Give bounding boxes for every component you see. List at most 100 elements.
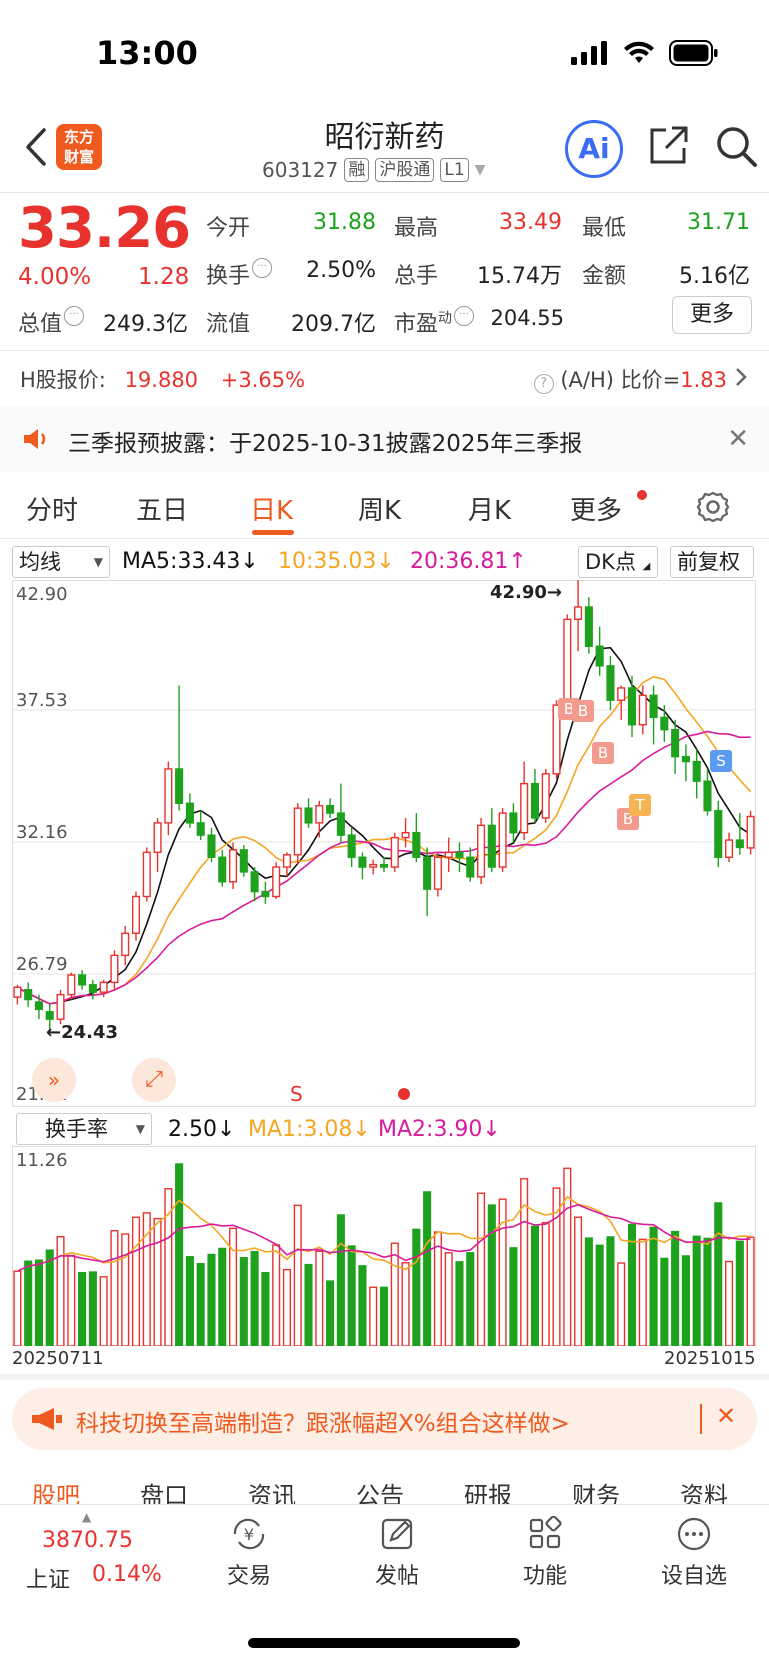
- nav-trade[interactable]: ¥ 交易: [214, 1516, 284, 1590]
- turnover-bar: [563, 1167, 572, 1346]
- close-icon[interactable]: ✕: [727, 424, 749, 454]
- ma5-legend: MA5:33.43↓: [122, 549, 259, 574]
- info-icon[interactable]: ···: [64, 306, 85, 326]
- candle-body: [509, 812, 518, 834]
- price-axis-2: 37.53: [16, 690, 68, 711]
- s-marker: S: [290, 1082, 303, 1106]
- help-icon[interactable]: ?: [533, 374, 554, 394]
- turnover-bar: [671, 1230, 680, 1346]
- index-name[interactable]: 上证: [26, 1568, 71, 1593]
- turnover-bar: [153, 1217, 162, 1346]
- section-gap: [0, 1374, 769, 1380]
- high-value: 33.49: [499, 210, 562, 235]
- kline-chart[interactable]: [12, 580, 756, 1107]
- candle-body: [207, 834, 216, 858]
- candle-body: [153, 822, 162, 854]
- mktcap-label[interactable]: 总值 ···: [18, 306, 85, 338]
- promo-banner[interactable]: [12, 1388, 757, 1450]
- hshare-price: 19.880: [124, 368, 199, 392]
- candle-body: [272, 866, 281, 898]
- candle-body: [390, 836, 399, 868]
- turnover-bar: [477, 1192, 486, 1346]
- info-icon[interactable]: ···: [454, 306, 475, 326]
- tab-intraday[interactable]: 分时: [26, 496, 79, 526]
- ah-ratio[interactable]: ? (A/H) 比价=1.83: [533, 364, 727, 394]
- expand-icon[interactable]: ⤢: [132, 1058, 176, 1102]
- new-dot: [637, 490, 647, 500]
- nav-post-label: 发帖: [374, 1564, 419, 1589]
- candle-body: [326, 805, 335, 814]
- adjust-button[interactable]: 前复权: [670, 546, 754, 578]
- caret-down-icon[interactable]: ▼: [474, 162, 486, 178]
- share-icon[interactable]: [646, 124, 690, 168]
- turnover-bar: [34, 1259, 43, 1346]
- indicator-select[interactable]: 均线 ▼: [12, 546, 110, 578]
- turnover-bar: [67, 1254, 76, 1346]
- hshare-pct: +3.65%: [220, 368, 306, 392]
- candle-body: [131, 895, 141, 934]
- candle-body: [164, 768, 173, 824]
- turnover-bar: [487, 1204, 496, 1346]
- back-icon[interactable]: [18, 122, 58, 172]
- pe-label[interactable]: 市盈动 ···: [394, 306, 475, 338]
- pe-label-text: 市盈: [394, 312, 439, 337]
- turnover-bar: [121, 1233, 130, 1346]
- tab-monthly-k[interactable]: 月K: [468, 496, 512, 526]
- info-icon[interactable]: ···: [252, 258, 273, 278]
- yuan-trade-icon: ¥: [233, 1518, 265, 1550]
- turnover-bar: [617, 1262, 626, 1346]
- candle-body: [649, 694, 658, 719]
- open-label: 今开: [206, 216, 251, 241]
- status-icons: [571, 38, 719, 68]
- settings-gear-icon[interactable]: [696, 490, 730, 524]
- nav-post[interactable]: 发帖: [362, 1516, 432, 1590]
- ai-button[interactable]: Ai: [565, 120, 623, 178]
- dk-point-button[interactable]: DK点 ◢: [578, 546, 658, 578]
- nav-trade-label: 交易: [226, 1564, 271, 1589]
- index-pct[interactable]: 0.14%: [92, 1562, 162, 1587]
- pe-sup: 动: [438, 310, 453, 327]
- candle-body: [735, 839, 744, 849]
- candle-body: [466, 856, 475, 878]
- subchart-select[interactable]: 换手率 ▼: [16, 1113, 152, 1145]
- hshare-row[interactable]: H股报价: 19.880 +3.65%: [20, 364, 305, 394]
- turnover-label[interactable]: 换手 ···: [206, 258, 273, 290]
- chevron-right-icon[interactable]: [734, 366, 748, 388]
- turnover-bar: [196, 1263, 205, 1346]
- turnover-bar: [315, 1250, 324, 1346]
- tab-weekly-k[interactable]: 周K: [358, 496, 402, 526]
- high-annotation: 42.90→: [490, 582, 563, 603]
- tab-daily-k[interactable]: 日K: [250, 496, 294, 526]
- turnover-bar: [282, 1268, 291, 1346]
- candle-body: [692, 760, 701, 782]
- change-amount: 1.28: [138, 264, 190, 290]
- tab-5day[interactable]: 五日: [136, 496, 189, 526]
- candle-body: [185, 802, 194, 824]
- turnover-bar: [574, 1216, 583, 1346]
- more-button[interactable]: 更多: [672, 296, 752, 334]
- collapse-arrows-icon[interactable]: »: [32, 1058, 76, 1102]
- nav-add-watchlist[interactable]: 设自选: [656, 1516, 732, 1590]
- nav-add-watchlist-label: 设自选: [660, 1564, 727, 1589]
- stock-code: 603127: [262, 158, 339, 182]
- turnover-bar: [358, 1265, 367, 1346]
- notice-bar[interactable]: [0, 406, 769, 472]
- tab-more[interactable]: 更多: [570, 496, 623, 526]
- ma10-legend: 10:35.03↓: [278, 549, 395, 574]
- turnover-bar: [175, 1163, 184, 1346]
- turnover-bar: [56, 1236, 65, 1346]
- turnover-ma2: MA2:3.90↓: [378, 1117, 501, 1142]
- turnover-chart[interactable]: [12, 1146, 756, 1346]
- index-value[interactable]: 3870.75: [42, 1528, 133, 1553]
- nav-functions[interactable]: 功能: [510, 1515, 580, 1590]
- close-icon[interactable]: ✕: [716, 1402, 737, 1430]
- price-axis-max: 42.90: [16, 584, 68, 605]
- promo-divider: [700, 1404, 702, 1434]
- change-pct: 4.00%: [18, 264, 92, 290]
- pe-value: 204.55: [490, 306, 564, 330]
- turnover-bar: [423, 1191, 432, 1346]
- search-icon[interactable]: [714, 124, 758, 168]
- turnover-bar: [725, 1260, 734, 1346]
- candle-body: [175, 768, 184, 804]
- date-end: 20251015: [664, 1348, 756, 1369]
